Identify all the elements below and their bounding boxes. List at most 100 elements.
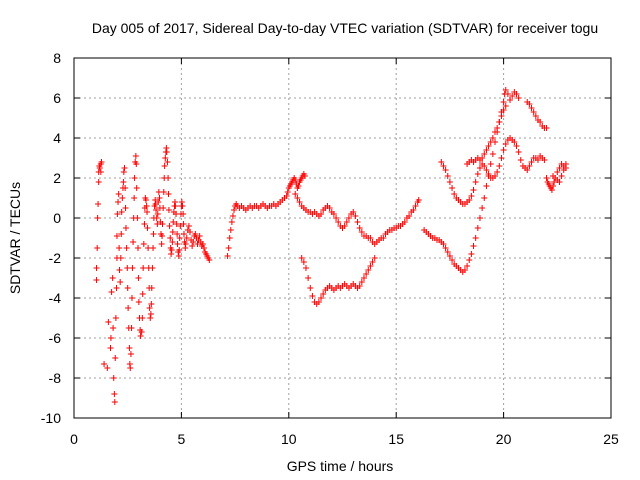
data-point [515,149,522,155]
data-point [131,195,138,201]
data-point [105,319,112,325]
data-point [124,285,131,291]
data-point [101,361,108,367]
data-point [168,251,175,257]
data-point [292,191,299,197]
data-point [149,265,156,271]
data-point [174,241,181,247]
y-axis-label: SDTVAR / TECUs [7,182,23,294]
data-point [224,253,231,259]
data-point [541,157,548,163]
data-point [550,173,557,179]
data-point [111,399,118,405]
data-point [180,211,187,217]
data-point [500,107,507,113]
data-point [446,179,453,185]
data-point [112,315,119,321]
data-point [562,161,569,167]
data-point [300,259,307,265]
data-point [229,213,236,219]
data-point [166,223,173,229]
data-point [326,205,333,211]
data-point [123,245,130,251]
data-point [141,221,148,227]
data-point [481,151,488,157]
plot-frame [73,57,612,419]
data-point [160,205,167,211]
data-point [442,245,449,251]
data-point [107,345,114,351]
data-point [226,235,233,241]
data-point [318,295,325,301]
data-point [468,193,475,199]
data-point [489,151,496,157]
data-point [489,135,496,141]
data-point [109,275,116,281]
data-point [165,175,172,181]
data-point [155,199,162,205]
y-tick-label: -8 [49,370,62,386]
data-point [487,139,494,145]
data-point [537,119,544,125]
data-point [369,259,376,265]
data-point [180,221,187,227]
data-point [94,245,101,251]
data-point [169,239,176,245]
data-point [185,223,192,229]
data-point [140,241,147,247]
data-point [371,255,378,261]
data-point [307,285,314,291]
data-point [93,277,100,283]
data-point [154,221,161,227]
data-point [504,91,511,97]
data-point [526,101,533,107]
data-point [172,203,179,209]
data-point [190,239,197,245]
x-tick-label: 20 [496,431,512,447]
data-point [330,211,337,217]
data-point [502,87,509,93]
y-tick-label: 4 [53,130,61,146]
data-point [412,203,419,209]
data-point [483,183,490,189]
data-point [367,235,374,241]
data-point [560,167,567,173]
data-point [333,215,340,221]
data-point [159,233,166,239]
data-point [144,225,151,231]
data-point [178,199,185,205]
data-point [110,325,117,331]
data-point [140,265,147,271]
data-point [108,289,115,295]
data-point [174,231,181,237]
data-point [148,285,155,291]
data-point [115,199,122,205]
data-point [120,169,127,175]
data-point [169,229,176,235]
data-point [126,345,133,351]
data-point [556,165,563,171]
data-point [485,171,492,177]
data-point [476,215,483,221]
data-point [153,215,160,221]
data-point [410,207,417,213]
data-point [183,235,190,241]
data-point [318,211,325,217]
data-point [173,221,180,227]
data-point [120,179,127,185]
data-point [93,265,100,271]
chart-title: Day 005 of 2017, Sidereal Day-to-day VTE… [92,20,598,36]
data-point [356,283,363,289]
x-tick-label: 10 [281,431,297,447]
data-point [284,189,291,195]
data-point [94,215,101,221]
data-point [134,215,141,221]
data-point [130,239,137,245]
data-point [122,185,129,191]
data-point [358,229,365,235]
data-point [498,113,505,119]
data-point [543,175,550,181]
data-point [513,143,520,149]
data-point [182,241,189,247]
